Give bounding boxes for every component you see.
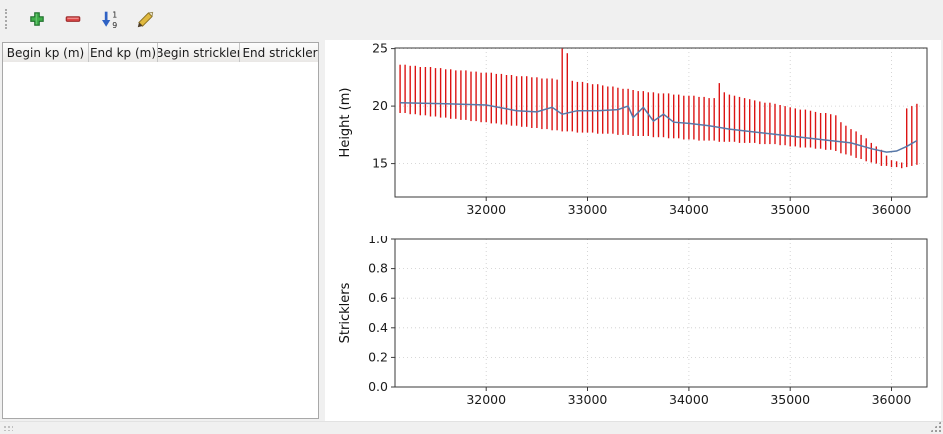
svg-text:36000: 36000	[872, 202, 912, 217]
status-left-dots	[3, 425, 13, 431]
svg-text:34000: 34000	[669, 202, 709, 217]
svg-text:0.8: 0.8	[368, 261, 388, 276]
edit-pencil-icon	[137, 11, 153, 27]
svg-text:34000: 34000	[669, 392, 709, 407]
svg-text:9: 9	[112, 20, 117, 28]
kp-table-header: Begin kp (m) End kp (m) Begin strickler …	[3, 43, 318, 63]
svg-text:Height (m): Height (m)	[338, 88, 353, 158]
toolbar: 1 9	[0, 0, 943, 38]
kp-table: Begin kp (m) End kp (m) Begin strickler …	[2, 42, 319, 419]
svg-text:35000: 35000	[770, 392, 810, 407]
svg-text:0.4: 0.4	[368, 320, 388, 335]
status-bar	[0, 421, 943, 434]
column-header-begin-strickler[interactable]: Begin strickler	[158, 43, 240, 62]
svg-text:15: 15	[372, 156, 388, 171]
column-header-begin-kp[interactable]: Begin kp (m)	[3, 43, 89, 62]
minus-icon	[65, 16, 81, 22]
edit-button[interactable]	[130, 5, 160, 33]
svg-text:32000: 32000	[466, 392, 506, 407]
column-header-end-strickler[interactable]: End strickler	[242, 45, 318, 60]
stricklers-chart: 32000 33000 34000 35000 36000 0.0 0.2 0.4 0.6 0.8…	[338, 236, 928, 407]
plus-icon	[30, 12, 44, 26]
height-chart: 32000 33000 34000 35000 36000 15 20 25 Height (m…	[338, 41, 928, 217]
sort-numeric-icon: 1 9	[101, 10, 117, 29]
toolbar-drag-handle[interactable]	[5, 9, 12, 29]
svg-text:32000: 32000	[466, 202, 506, 217]
figure-panel: 32000 33000 34000 35000 36000 15 20 25 Height (m…	[325, 40, 941, 422]
svg-text:1: 1	[112, 10, 117, 19]
svg-text:0.6: 0.6	[368, 290, 388, 305]
kp-table-body[interactable]	[3, 62, 318, 418]
svg-text:25: 25	[372, 41, 388, 56]
svg-text:Stricklers: Stricklers	[338, 282, 353, 343]
svg-text:0.2: 0.2	[368, 349, 388, 364]
svg-text:36000: 36000	[872, 392, 912, 407]
svg-text:35000: 35000	[770, 202, 810, 217]
svg-text:20: 20	[372, 98, 388, 113]
svg-text:33000: 33000	[568, 202, 608, 217]
add-row-button[interactable]	[22, 5, 52, 33]
resize-grip[interactable]	[930, 421, 941, 432]
svg-text:33000: 33000	[568, 392, 608, 407]
remove-row-button[interactable]	[58, 5, 88, 33]
column-header-end-kp[interactable]: End kp (m)	[89, 43, 158, 62]
svg-text:1.0: 1.0	[368, 236, 388, 246]
sort-button[interactable]: 1 9	[94, 5, 124, 33]
svg-text:0.0: 0.0	[368, 379, 388, 394]
